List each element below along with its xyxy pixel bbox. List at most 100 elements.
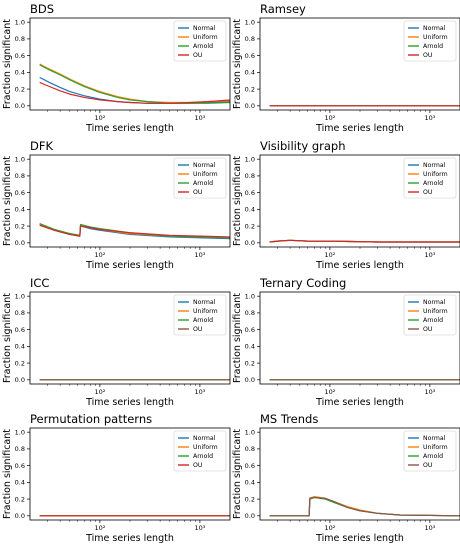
x-tick-label: 10³ xyxy=(424,388,435,396)
legend-box xyxy=(173,20,227,62)
series-group xyxy=(39,63,230,104)
x-tick-label: 10² xyxy=(94,524,105,532)
legend-box xyxy=(173,294,227,336)
y-tick-label: 0.6 xyxy=(245,326,255,334)
x-tick-label: 10² xyxy=(324,388,335,396)
plot-frame xyxy=(259,427,460,521)
y-tick-label: 0.6 xyxy=(245,462,255,470)
y-tick-label: 0.8 xyxy=(15,445,25,453)
legend-label: Normal xyxy=(423,162,446,169)
legend-box xyxy=(403,430,457,472)
legend-label: Normal xyxy=(193,435,216,442)
y-tick-label: 1.0 xyxy=(15,18,25,26)
legend-label: Normal xyxy=(423,299,446,306)
chart-panel-5: Ternary Coding 0.0 0.2 0.4 0.6 0.8 1.0 10² 10³ Ti… xyxy=(232,276,460,408)
legend-label: Uniform xyxy=(193,444,218,451)
y-tick-label: 1.0 xyxy=(245,292,255,300)
x-tick-label: 10³ xyxy=(194,388,205,396)
x-axis-label: Time series length xyxy=(85,397,174,408)
legend-label: Uniform xyxy=(193,308,218,315)
y-axis-label: Fraction significant xyxy=(2,429,13,519)
x-tick-label: 10³ xyxy=(194,524,205,532)
y-tick-label: 0.6 xyxy=(15,189,25,197)
y-tick-label: 0.4 xyxy=(15,69,25,77)
x-tick-label: 10² xyxy=(324,524,335,532)
legend-label: Arnold xyxy=(193,453,213,460)
legend-box xyxy=(173,430,227,472)
y-tick-label: 1.0 xyxy=(245,155,255,163)
series-line-ou xyxy=(269,496,460,517)
y-tick-label: 1.0 xyxy=(15,428,25,436)
x-tick-label: 10³ xyxy=(424,251,435,259)
series-group xyxy=(39,223,230,240)
legend: Normal Uniform Arnold OU xyxy=(403,294,457,336)
x-axis-label: Time series length xyxy=(85,533,174,544)
y-tick-label: 0.2 xyxy=(15,495,25,503)
x-tick-label: 10² xyxy=(94,388,105,396)
legend-label: Arnold xyxy=(423,180,443,187)
legend-box xyxy=(403,294,457,336)
chart-title: ICC xyxy=(30,276,49,290)
series-line-ou xyxy=(39,81,230,104)
chart-panel-4: ICC 0.0 0.2 0.4 0.6 0.8 1.0 10² 10³ Time series l… xyxy=(2,276,231,408)
legend-label: Arnold xyxy=(423,453,443,460)
y-tick-label: 0.6 xyxy=(15,462,25,470)
legend: Normal Uniform Arnold OU xyxy=(173,430,227,472)
y-tick-label: 0.0 xyxy=(15,102,25,110)
y-tick-label: 0.8 xyxy=(245,172,255,180)
y-axis-label: Fraction significant xyxy=(232,19,243,109)
x-tick-label: 10² xyxy=(94,251,105,259)
series-line-ou xyxy=(39,224,230,238)
y-tick-label: 0.8 xyxy=(15,309,25,317)
y-tick-label: 0.0 xyxy=(15,512,25,520)
plot-frame xyxy=(29,427,231,521)
y-tick-label: 0.0 xyxy=(15,239,25,247)
plot-frame xyxy=(259,291,460,385)
y-tick-label: 0.2 xyxy=(15,359,25,367)
y-tick-label: 0.2 xyxy=(15,222,25,230)
series-line-arnold xyxy=(39,223,230,239)
legend-label: OU xyxy=(193,326,202,333)
y-tick-label: 0.8 xyxy=(245,445,255,453)
series-line-uniform xyxy=(39,63,230,104)
chart-title: DFK xyxy=(30,139,53,153)
chart-panel-6: Permutation patterns 0.0 0.2 0.4 0.6 0.8 1.0 10… xyxy=(2,412,231,544)
y-tick-label: 0.4 xyxy=(15,206,25,214)
legend: Normal Uniform Arnold OU xyxy=(403,430,457,472)
series-line-arnold xyxy=(269,496,460,517)
chart-title: Ramsey xyxy=(260,2,306,16)
legend-label: Uniform xyxy=(193,34,218,41)
legend: Normal Uniform Arnold OU xyxy=(173,157,227,199)
plot-frame xyxy=(259,154,460,248)
legend-label: Arnold xyxy=(423,43,443,50)
y-axis-label: Fraction significant xyxy=(2,19,13,109)
series-group xyxy=(269,495,460,517)
y-tick-label: 0.4 xyxy=(15,479,25,487)
y-tick-label: 0.0 xyxy=(15,376,25,384)
x-axis-label: Time series length xyxy=(315,397,404,408)
y-tick-label: 0.6 xyxy=(15,52,25,60)
y-tick-label: 0.6 xyxy=(245,189,255,197)
x-tick-label: 10² xyxy=(324,114,335,122)
y-tick-label: 0.0 xyxy=(245,512,255,520)
legend-label: OU xyxy=(423,462,432,469)
y-tick-label: 0.4 xyxy=(245,479,255,487)
y-axis-label: Fraction significant xyxy=(232,293,243,383)
legend-label: Normal xyxy=(193,25,216,32)
y-tick-label: 0.2 xyxy=(245,222,255,230)
chart-title: Permutation patterns xyxy=(30,412,152,426)
legend-label: OU xyxy=(423,52,432,59)
chart-panel-2: DFK 0.0 0.2 0.4 0.6 0.8 1.0 10² 10³ Time series l… xyxy=(2,139,231,271)
y-tick-label: 0.0 xyxy=(245,239,255,247)
legend-label: OU xyxy=(193,52,202,59)
plot-frame xyxy=(259,17,460,111)
legend-label: OU xyxy=(193,462,202,469)
legend-label: Arnold xyxy=(193,317,213,324)
legend-label: Uniform xyxy=(423,34,448,41)
y-tick-label: 0.2 xyxy=(15,85,25,93)
plot-frame xyxy=(29,154,231,248)
y-tick-label: 0.4 xyxy=(245,343,255,351)
x-tick-label: 10² xyxy=(324,251,335,259)
legend-label: Uniform xyxy=(423,171,448,178)
